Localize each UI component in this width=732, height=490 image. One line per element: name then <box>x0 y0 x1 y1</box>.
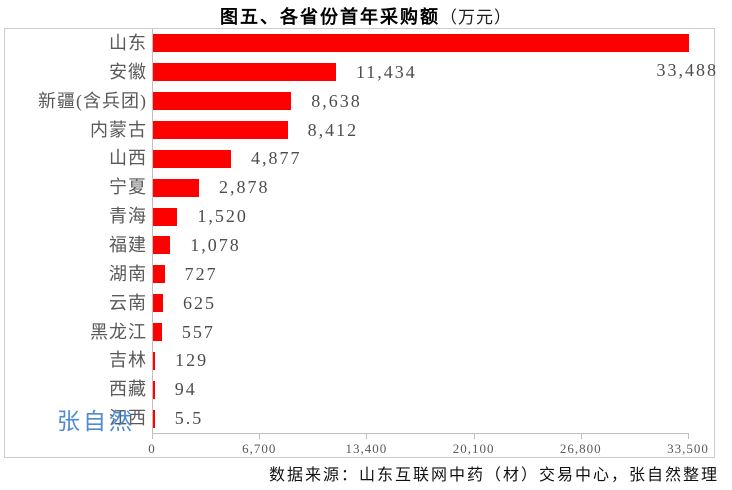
data-label: 11,434 <box>355 61 417 82</box>
axis-tick-label: 26,800 <box>559 441 602 456</box>
data-label: 557 <box>181 321 215 342</box>
bar <box>153 121 288 139</box>
axis-tick <box>688 433 689 439</box>
bar <box>153 236 171 255</box>
data-label: 8,638 <box>311 90 362 111</box>
category-label: 内蒙古 <box>90 119 147 140</box>
axis-tick <box>259 433 261 439</box>
category-label: 福建 <box>109 235 147 255</box>
bar <box>153 207 178 226</box>
axis-tick-label: 0 <box>148 441 156 456</box>
bar <box>153 34 689 53</box>
category-label: 新疆(含兵团) <box>38 90 147 111</box>
bar <box>153 351 156 370</box>
category-label: 吉林 <box>109 350 147 371</box>
data-source-note: 数据来源：山东互联网中药（材）交易中心，张自然整理 <box>268 467 719 484</box>
value-axis-line <box>152 433 689 434</box>
category-label: 湖南 <box>109 263 147 284</box>
axis-tick <box>473 433 475 439</box>
bar <box>153 92 292 111</box>
bar <box>153 380 155 399</box>
data-label: 1,078 <box>190 234 241 255</box>
bar <box>153 265 165 284</box>
category-label: 山东 <box>109 33 147 53</box>
bar <box>153 294 163 313</box>
category-label: 江西 <box>109 408 147 429</box>
category-axis-line <box>152 29 153 433</box>
axis-tick-label: 6,700 <box>242 441 277 456</box>
axis-tick <box>152 433 153 439</box>
category-label: 黑龙江 <box>90 321 147 342</box>
data-label: 625 <box>183 292 216 313</box>
chart-title-text: 图五、各省份首年采购额 <box>220 7 440 27</box>
data-label: 94 <box>174 379 197 400</box>
category-label: 青海 <box>109 206 147 227</box>
bar <box>153 149 232 168</box>
axis-tick <box>580 433 582 439</box>
data-label: 33,488 <box>656 60 718 80</box>
chart-title: 图五、各省份首年采购额（万元） <box>0 3 732 29</box>
watermark-text: 张自然 <box>57 409 135 434</box>
axis-tick-label: 20,100 <box>452 441 495 456</box>
bar <box>153 409 155 428</box>
chart-title-unit: （万元） <box>440 8 512 27</box>
bar <box>153 323 162 341</box>
category-label: 安徽 <box>109 61 147 82</box>
data-label: 727 <box>184 263 218 284</box>
plot-area: 山东 33,488 安徽 11,434 新疆(含兵团) 8,638 内蒙古 8,412 山西 4,… <box>4 28 716 458</box>
data-label: 1,520 <box>197 206 248 227</box>
category-label: 西藏 <box>109 379 147 400</box>
axis-tick-label: 33,500 <box>667 441 709 456</box>
data-label: 5.5 <box>174 408 204 429</box>
category-label: 云南 <box>109 292 147 313</box>
axis-tick <box>366 433 368 439</box>
bar <box>153 63 336 82</box>
bar <box>153 178 200 197</box>
data-label: 129 <box>175 350 209 371</box>
data-label: 2,878 <box>219 177 270 198</box>
category-label: 宁夏 <box>109 177 147 198</box>
data-label: 8,412 <box>307 119 359 140</box>
data-label: 4,877 <box>251 148 302 169</box>
category-label: 山西 <box>109 148 147 169</box>
axis-tick-label: 13,400 <box>345 441 388 456</box>
